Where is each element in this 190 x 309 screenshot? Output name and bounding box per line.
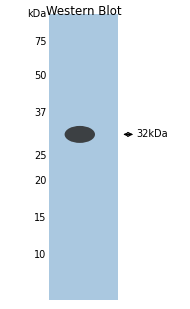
Text: 20: 20	[34, 176, 47, 186]
Text: 50: 50	[34, 71, 47, 81]
Text: kDa: kDa	[27, 9, 47, 19]
Text: Western Blot: Western Blot	[46, 5, 121, 18]
Text: 32kDa: 32kDa	[137, 129, 168, 139]
Bar	[49, 14, 118, 300]
Text: 10: 10	[34, 250, 47, 260]
Text: 25: 25	[34, 151, 47, 161]
Text: 37: 37	[34, 108, 47, 118]
Text: 75: 75	[34, 37, 47, 47]
Ellipse shape	[65, 126, 95, 143]
Text: 15: 15	[34, 213, 47, 223]
